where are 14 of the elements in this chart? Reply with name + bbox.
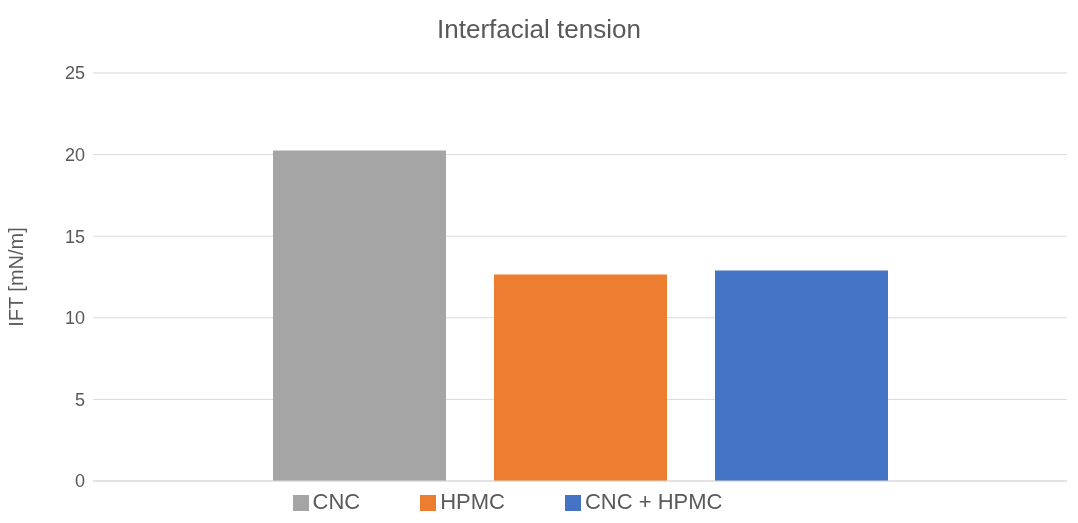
- legend-label: CNC + HPMC: [584, 489, 723, 514]
- chart-title: Interfacial tension: [436, 14, 642, 45]
- bar: [494, 274, 667, 481]
- bar: [273, 150, 446, 481]
- y-tick-label: 10: [64, 308, 85, 329]
- legend-label: HPMC: [440, 489, 505, 514]
- legend-label: CNC: [312, 489, 361, 514]
- y-tick-label: 0: [74, 471, 85, 492]
- bar: [715, 270, 888, 481]
- y-tick-label: 25: [64, 63, 85, 84]
- y-axis-title: IFT [mN/m]: [5, 227, 28, 327]
- y-tick-label: 15: [64, 226, 85, 247]
- y-tick-label: 20: [64, 144, 85, 165]
- y-tick-label: 5: [74, 389, 85, 410]
